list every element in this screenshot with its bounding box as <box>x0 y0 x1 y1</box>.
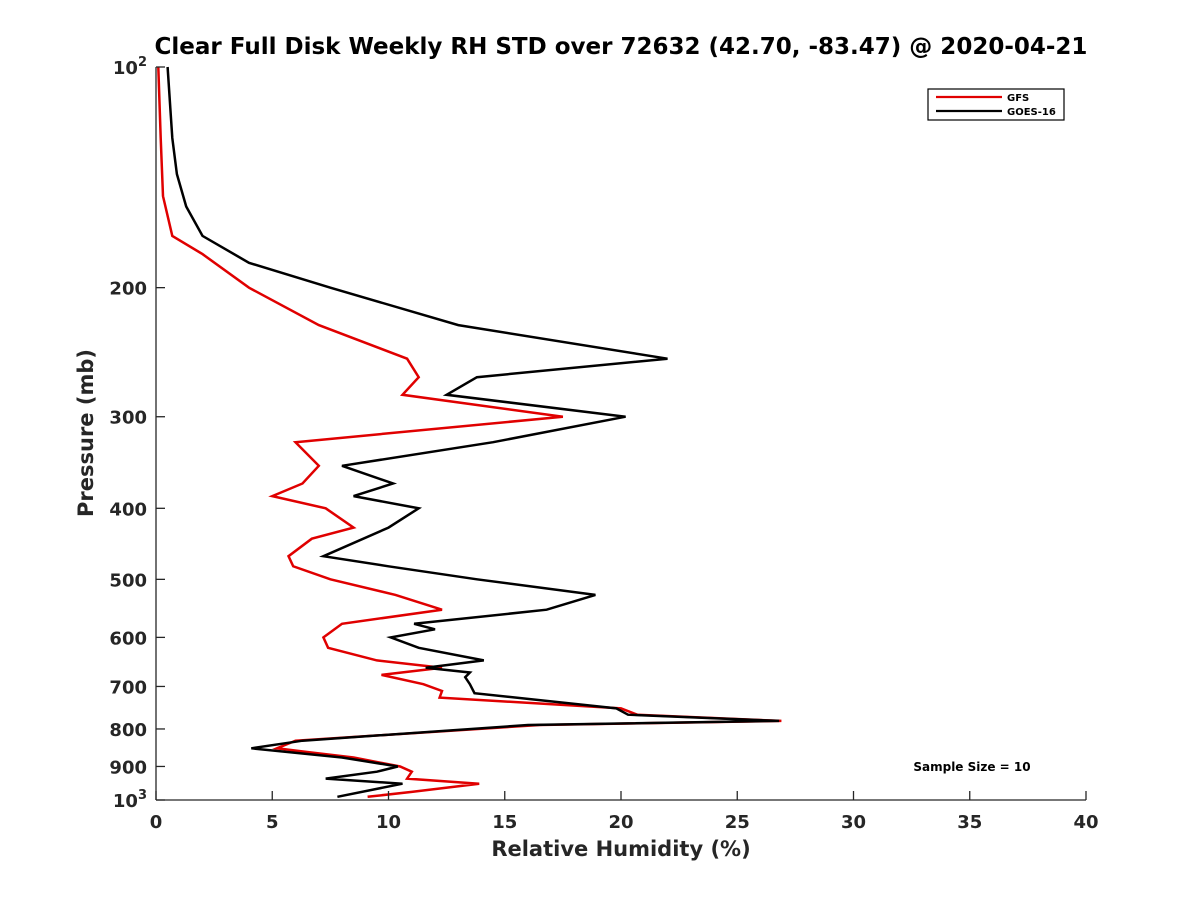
y-tick-label: 300 <box>109 408 147 429</box>
legend-label-gfs: GFS <box>1007 93 1029 104</box>
x-axis-label: Relative Humidity (%) <box>491 837 750 861</box>
y-tick-label: 500 <box>109 570 147 591</box>
plot-area <box>156 67 1086 800</box>
x-tick-label: 25 <box>725 812 750 833</box>
y-ticks: 102 200 300 400 500 600 700 800 900 103 <box>109 55 165 812</box>
legend: GFS GOES-16 <box>927 88 1065 121</box>
y-tick-label: 700 <box>109 677 147 698</box>
x-tick-label: 10 <box>376 812 401 833</box>
y-tick-label: 200 <box>109 279 147 300</box>
y-tick-label: 600 <box>109 628 147 649</box>
y-tick-label: 900 <box>109 757 147 778</box>
y-axis-label: Pressure (mb) <box>74 349 98 517</box>
sample-size-annotation: Sample Size = 10 <box>913 760 1030 774</box>
x-ticks: 0 5 10 15 20 25 30 35 40 <box>150 791 1099 833</box>
series-line-goes16 <box>166 66 780 799</box>
x-tick-label: 5 <box>266 812 279 833</box>
legend-box <box>927 88 1065 121</box>
y-tick-label: 102 <box>113 55 147 79</box>
x-tick-label: 30 <box>841 812 866 833</box>
x-tick-label: 35 <box>957 812 982 833</box>
legend-label-goes16: GOES-16 <box>1007 107 1056 118</box>
x-tick-label: 40 <box>1073 812 1098 833</box>
y-tick-label: 103 <box>113 788 147 812</box>
series-line-gfs <box>157 66 782 799</box>
y-tick-label: 800 <box>109 720 147 741</box>
series-layer <box>157 66 782 799</box>
chart-title: Clear Full Disk Weekly RH STD over 72632… <box>155 34 1088 60</box>
x-tick-label: 15 <box>492 812 517 833</box>
x-tick-label: 20 <box>608 812 633 833</box>
y-tick-label: 400 <box>109 499 147 520</box>
x-tick-label: 0 <box>150 812 163 833</box>
